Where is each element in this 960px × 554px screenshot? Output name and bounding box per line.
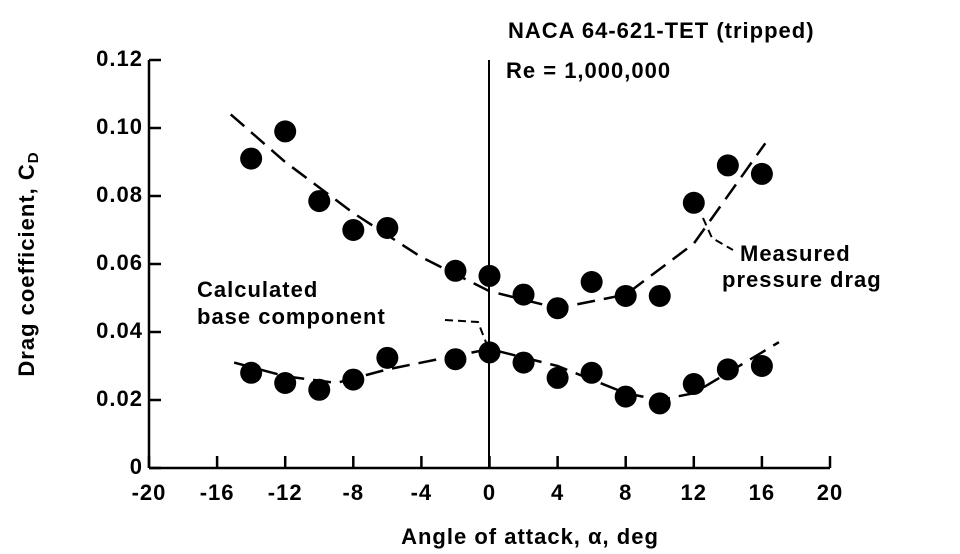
fit-curve — [233, 341, 780, 402]
chart-subtitle: Re = 1,000,000 — [506, 58, 671, 83]
data-point — [648, 392, 671, 415]
leader-line — [702, 217, 734, 251]
y-axis-label-main: Drag coefficient, C — [14, 163, 39, 376]
x-tick-label: 0 — [483, 480, 496, 505]
data-point — [512, 351, 535, 374]
data-point — [376, 346, 399, 369]
data-point — [750, 355, 773, 377]
y-tick-label: 0.08 — [96, 182, 143, 207]
data-point — [682, 191, 705, 214]
y-axis-label: Drag coefficient, CD — [14, 151, 42, 376]
y-tick-label: 0.12 — [96, 46, 143, 71]
annotation: Measured — [740, 241, 851, 266]
data-point — [274, 120, 297, 143]
data-point — [240, 147, 263, 170]
y-axis-label-sub: D — [25, 151, 42, 163]
x-axis-label: Angle of attack, α, deg — [401, 524, 659, 549]
x-tick-label: 4 — [551, 480, 564, 505]
data-point — [546, 366, 569, 389]
data-point — [444, 348, 467, 371]
x-tick-label: -4 — [411, 480, 433, 505]
data-point — [342, 219, 365, 241]
x-tick-label: -12 — [268, 480, 303, 505]
data-point — [750, 162, 773, 185]
annotation: pressure drag — [722, 267, 882, 292]
y-tick-label: 0.06 — [96, 250, 143, 275]
x-tick-label: -8 — [343, 480, 365, 505]
x-tick-label: 20 — [817, 480, 843, 505]
data-point — [716, 358, 739, 381]
x-tick-label: -20 — [132, 480, 167, 505]
data-point — [308, 378, 331, 401]
data-point — [376, 216, 399, 239]
x-tick-label: 16 — [749, 480, 775, 505]
data-point — [580, 271, 603, 294]
data-point — [614, 385, 637, 408]
x-tick-label: 8 — [619, 480, 632, 505]
data-point — [648, 284, 671, 307]
y-tick-label: 0.04 — [96, 318, 143, 343]
chart-title: NACA 64-621-TET (tripped) — [508, 18, 815, 43]
data-point — [308, 190, 331, 213]
x-tick-label: -16 — [200, 480, 235, 505]
data-point — [478, 341, 501, 364]
annotation: base component — [197, 304, 386, 329]
y-tick-label: 0 — [130, 454, 143, 479]
data-point — [478, 264, 501, 287]
leader-line — [444, 319, 488, 346]
x-tick-label: 12 — [681, 480, 707, 505]
fit-curve — [229, 113, 767, 310]
data-point — [240, 361, 263, 384]
y-tick-label: 0.02 — [96, 386, 143, 411]
y-tick-label: 0.10 — [96, 114, 143, 139]
data-point — [274, 372, 297, 394]
data-point — [682, 373, 705, 396]
data-point — [716, 154, 739, 177]
annotation: Calculated — [197, 277, 318, 302]
